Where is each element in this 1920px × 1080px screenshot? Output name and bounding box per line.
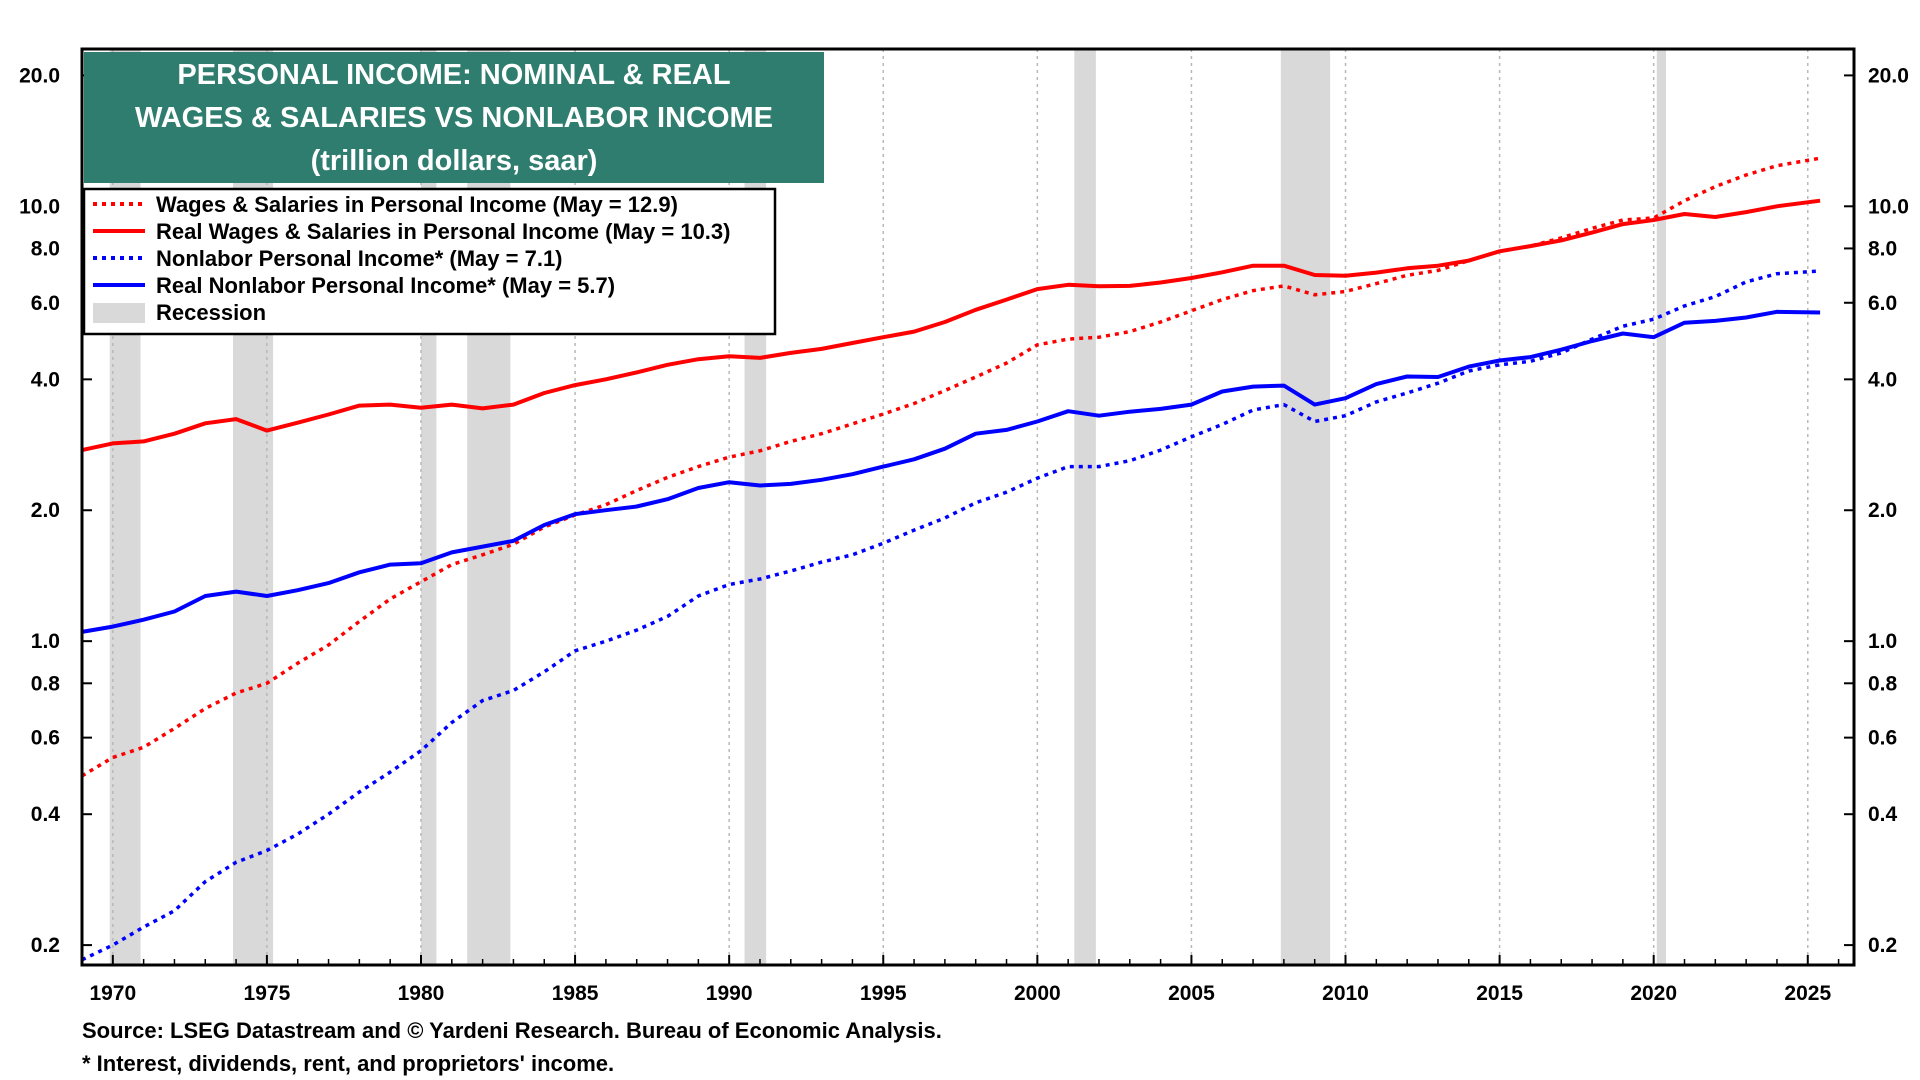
chart-title-line-2: WAGES & SALARIES VS NONLABOR INCOME (135, 102, 773, 134)
series-lines (81, 156, 1821, 962)
recession-band-7 (1280, 49, 1331, 965)
legend-label-real-nonlabor: Real Nonlabor Personal Income* (May = 5.… (156, 273, 615, 298)
y-tick-label-right-8.0: 8.0 (1868, 237, 1897, 260)
x-axis: 1970 1975 1980 1985 1990 1995 2000 2005 2010 2015… (81, 955, 1840, 1005)
recession-band-1 (109, 49, 141, 965)
x-tick-label-2025: 2025 (1784, 982, 1831, 1005)
y-tick-label-left-0.4: 0.4 (31, 803, 61, 826)
y-tick-label-right-6.0: 6.0 (1868, 292, 1897, 315)
legend: Wages & Salaries in Personal Income (May… (82, 187, 777, 336)
footnote-nonlabor-definition: * Interest, dividends, rent, and proprie… (82, 1051, 615, 1076)
y-tick-label-left-0.2: 0.2 (31, 934, 60, 957)
y-tick-label-left-10.0: 10.0 (19, 195, 60, 218)
y-tick-label-left-8.0: 8.0 (31, 237, 60, 260)
y-tick-label-right-0.4: 0.4 (1868, 803, 1898, 826)
y-tick-label-right-4.0: 4.0 (1868, 368, 1897, 391)
recession-band-5 (744, 49, 767, 965)
legend-label-nonlabor: Nonlabor Personal Income* (May = 7.1) (156, 246, 563, 271)
y-tick-label-right-0.8: 0.8 (1868, 672, 1898, 695)
recession-bands (109, 49, 1667, 965)
series-nonlabor-nominal (81, 269, 1821, 962)
y-tick-label-left-2.0: 2.0 (31, 499, 60, 522)
chart-subtitle: (trillion dollars, saar) (311, 145, 598, 177)
recession-band-4 (467, 49, 511, 965)
legend-label-real-wages: Real Wages & Salaries in Personal Income… (156, 219, 730, 244)
y-tick-label-right-20.0: 20.0 (1868, 64, 1909, 87)
legend-swatch-recession (93, 303, 145, 323)
y-tick-label-right-0.2: 0.2 (1868, 934, 1897, 957)
recession-band-3 (420, 49, 437, 965)
x-tick-label-2020: 2020 (1630, 982, 1677, 1005)
x-tick-label-1980: 1980 (398, 982, 445, 1005)
legend-label-recession: Recession (156, 300, 266, 325)
y-tick-label-right-10.0: 10.0 (1868, 195, 1909, 218)
x-tick-label-2010: 2010 (1322, 982, 1369, 1005)
x-tick-label-2000: 2000 (1014, 982, 1061, 1005)
title-background (84, 52, 824, 183)
y-tick-label-left-0.6: 0.6 (31, 727, 60, 750)
y-tick-label-right-1.0: 1.0 (1868, 630, 1897, 653)
y-tick-label-right-0.6: 0.6 (1868, 727, 1897, 750)
x-tick-label-1990: 1990 (706, 982, 753, 1005)
x-tick-label-1975: 1975 (244, 982, 291, 1005)
y-tick-label-left-1.0: 1.0 (31, 630, 60, 653)
series-nonlabor-real (81, 309, 1821, 634)
x-tick-label-2005: 2005 (1168, 982, 1215, 1005)
recession-band-6 (1074, 49, 1096, 965)
plot-frame (80, 47, 1856, 967)
y-tick-label-left-0.8: 0.8 (31, 672, 61, 695)
legend-label-wages: Wages & Salaries in Personal Income (May… (156, 192, 678, 217)
vertical-gridlines (112, 49, 1809, 965)
x-tick-label-1995: 1995 (860, 982, 907, 1005)
y-tick-label-left-4.0: 4.0 (31, 368, 60, 391)
x-tick-label-1970: 1970 (89, 982, 136, 1005)
y-axis-left: 0.2 0.4 0.6 0.8 1.0 2.0 4.0 6.0 8.0 10.0 20.0 (19, 64, 92, 957)
series-wages-real (81, 198, 1821, 453)
legend-box (82, 187, 777, 336)
y-tick-label-right-2.0: 2.0 (1868, 499, 1897, 522)
y-axis-right: 0.2 0.4 0.6 0.8 1.0 2.0 4.0 6.0 8.0 10.0 20.0 (1844, 64, 1909, 957)
chart-title-box: PERSONAL INCOME: NOMINAL & REAL WAGES & … (84, 52, 824, 183)
recession-band-8 (1656, 49, 1667, 965)
source-note: Source: LSEG Datastream and © Yardeni Re… (82, 1018, 942, 1043)
x-tick-label-1985: 1985 (552, 982, 599, 1005)
y-tick-label-left-6.0: 6.0 (31, 292, 60, 315)
chart-title-line-1: PERSONAL INCOME: NOMINAL & REAL (177, 59, 730, 91)
y-tick-label-left-20.0: 20.0 (19, 64, 60, 87)
x-tick-label-2015: 2015 (1476, 982, 1523, 1005)
